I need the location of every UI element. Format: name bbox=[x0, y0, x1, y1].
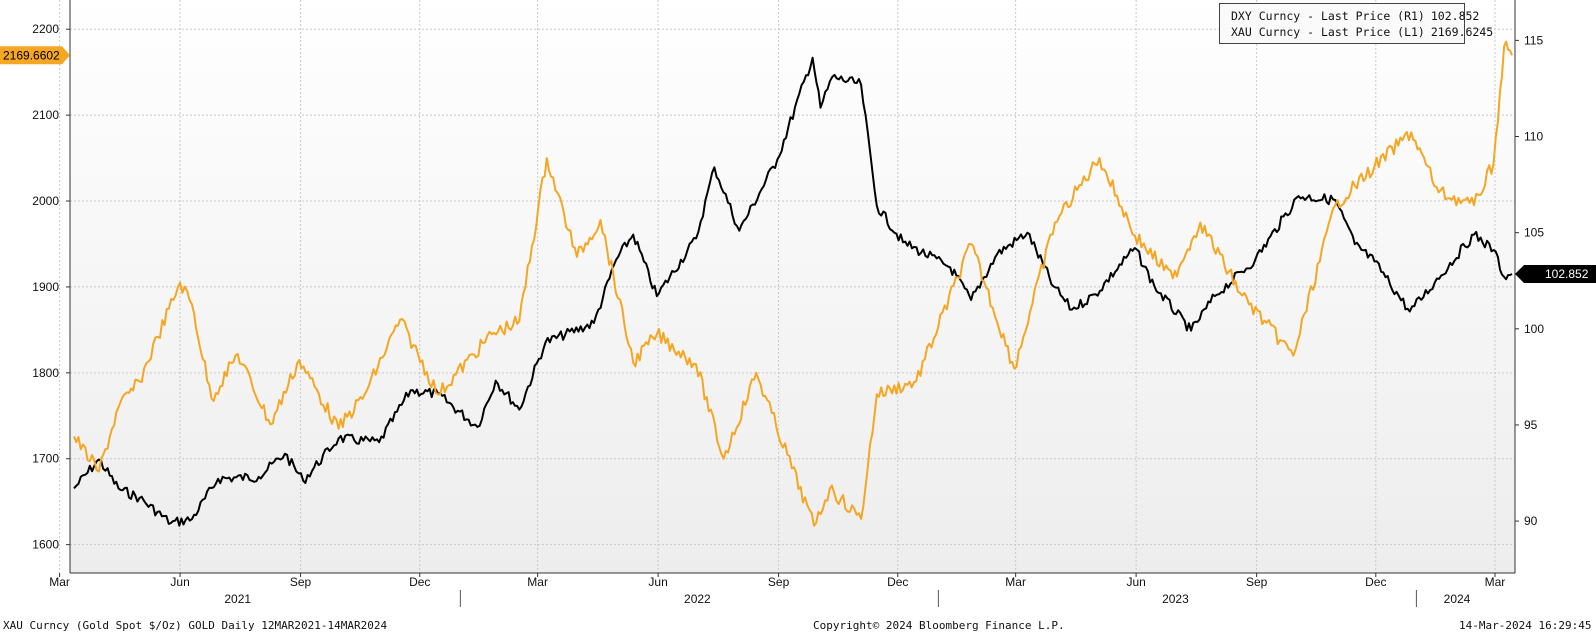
year-label: 2021 bbox=[224, 592, 251, 606]
x-tick-label: Mar bbox=[49, 575, 70, 589]
left-tick-label: 2000 bbox=[32, 194, 59, 208]
left-tick-label: 1900 bbox=[32, 280, 59, 294]
year-label: 2023 bbox=[1162, 592, 1189, 606]
left-tick-label: 2200 bbox=[32, 22, 59, 36]
x-tick-label: Dec bbox=[1365, 575, 1386, 589]
xau-series-line bbox=[73, 40, 1513, 527]
right-axis: 90 95 100 105 110 115 bbox=[1514, 0, 1544, 573]
x-tick-label: Sep bbox=[290, 575, 312, 589]
footer-timestamp: 14-Mar-2024 16:29:45 bbox=[1459, 619, 1592, 632]
legend-label-xau: XAU Curncy - Last Price (L1) bbox=[1231, 25, 1425, 39]
legend: DXY Curncy - Last Price (R1) 102.852 XAU… bbox=[1219, 3, 1493, 44]
x-tick-label: Mar bbox=[1005, 575, 1026, 589]
right-tick-label: 90 bbox=[1524, 514, 1538, 528]
legend-item-dxy: DXY Curncy - Last Price (R1) 102.852 bbox=[1226, 8, 1479, 24]
dxy-series-line bbox=[73, 56, 1513, 527]
dxy-last-value-label: 102.852 bbox=[1545, 267, 1589, 281]
series-layer bbox=[73, 40, 1513, 527]
right-tick-label: 105 bbox=[1524, 226, 1544, 240]
grid-lines bbox=[59, 0, 1515, 573]
left-tick-label: 1600 bbox=[32, 538, 59, 552]
legend-value-dxy: 102.852 bbox=[1430, 9, 1480, 23]
legend-item-xau: XAU Curncy - Last Price (L1) 2169.6245 bbox=[1226, 24, 1493, 40]
x-tick-label: Mar bbox=[527, 575, 548, 589]
dxy-last-value-tag bbox=[1515, 264, 1596, 283]
last-value-labels: 2169.6602 102.852 bbox=[0, 46, 1596, 283]
xau-last-value-label: 2169.6602 bbox=[3, 48, 60, 62]
left-tick-label: 1800 bbox=[32, 366, 59, 380]
x-tick-label: Jun bbox=[1126, 575, 1145, 589]
left-tick-label: 2100 bbox=[32, 108, 59, 122]
legend-label-dxy: DXY Curncy - Last Price (R1) bbox=[1231, 9, 1425, 23]
x-tick-label: Dec bbox=[409, 575, 430, 589]
x-tick-label: Sep bbox=[768, 575, 790, 589]
x-tick-label: Mar bbox=[1485, 575, 1506, 589]
left-tick-label: 1700 bbox=[32, 452, 59, 466]
right-tick-label: 115 bbox=[1524, 33, 1543, 47]
x-tick-label: Jun bbox=[170, 575, 189, 589]
x-tick-label: Dec bbox=[887, 575, 908, 589]
right-tick-label: 110 bbox=[1524, 130, 1543, 144]
xau-last-value-tag bbox=[0, 46, 70, 65]
x-tick-label: Jun bbox=[648, 575, 667, 589]
legend-value-xau: 2169.6245 bbox=[1430, 25, 1494, 39]
footer-copyright: Copyright© 2024 Bloomberg Finance L.P. bbox=[813, 619, 1065, 632]
x-axis: Mar Jun Sep Dec Mar Jun Sep Dec Mar Jun Sep Dec Mar 2… bbox=[49, 572, 1515, 607]
left-axis: 1600 1700 1800 1900 2000 2100 2200 bbox=[32, 0, 71, 573]
year-label: 2022 bbox=[684, 592, 711, 606]
right-tick-label: 100 bbox=[1524, 322, 1544, 336]
year-label: 2024 bbox=[1444, 592, 1471, 606]
x-tick-label: Sep bbox=[1246, 575, 1268, 589]
right-tick-label: 95 bbox=[1524, 418, 1538, 432]
footer-source: XAU Curncy (Gold Spot $/Oz) GOLD Daily 1… bbox=[3, 619, 388, 632]
